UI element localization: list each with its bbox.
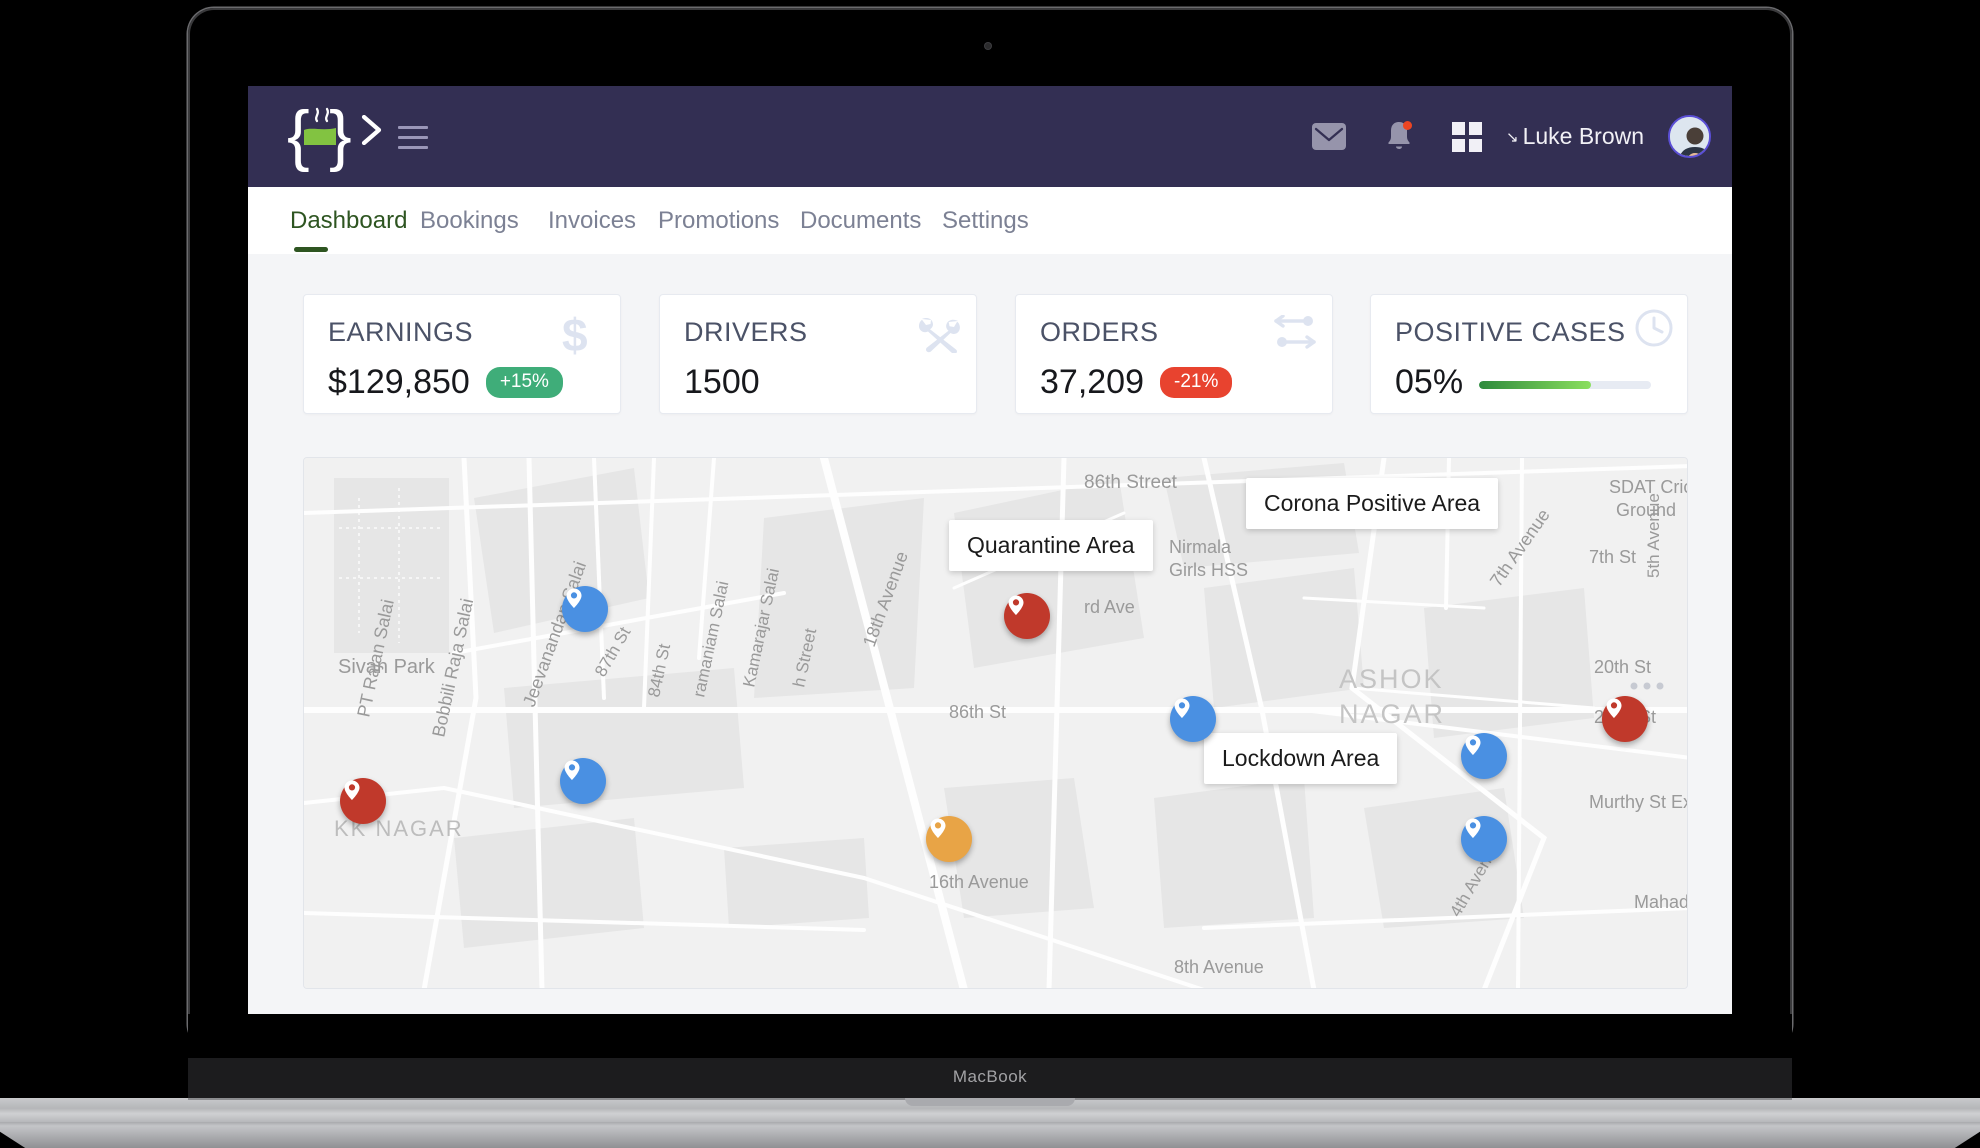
- svg-text:Murthy St Ext: Murthy St Ext: [1589, 792, 1688, 812]
- svg-text:7th St: 7th St: [1589, 547, 1636, 567]
- svg-text:Nirmala: Nirmala: [1169, 537, 1232, 557]
- svg-text:20th St: 20th St: [1594, 657, 1651, 677]
- svg-text:NAGAR: NAGAR: [1339, 699, 1445, 729]
- svg-text:86th St: 86th St: [949, 702, 1006, 722]
- svg-text:5th Avenue: 5th Avenue: [1644, 493, 1663, 578]
- svg-text:$: $: [562, 313, 588, 359]
- svg-text:86th Street: 86th Street: [1084, 472, 1178, 493]
- svg-text:16th Avenue: 16th Avenue: [929, 872, 1029, 892]
- svg-text:Mahade: Mahade: [1634, 892, 1688, 912]
- svg-text:rd Ave: rd Ave: [1084, 597, 1135, 617]
- svg-text:ASHOK: ASHOK: [1339, 664, 1444, 694]
- svg-text:Girls HSS: Girls HSS: [1169, 560, 1248, 580]
- svg-text:Sivan Park: Sivan Park: [338, 656, 436, 678]
- svg-text:8th Avenue: 8th Avenue: [1174, 957, 1264, 977]
